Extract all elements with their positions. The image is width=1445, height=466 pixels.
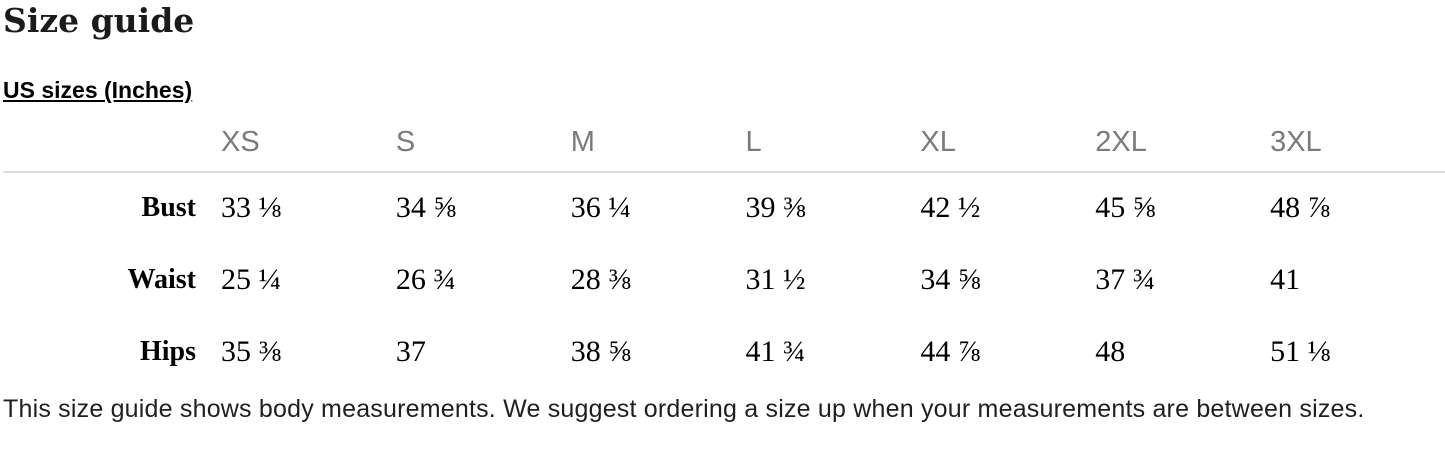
column-header-3xl: 3XL xyxy=(1270,113,1445,173)
cell-waist-m: 28 ⅜ xyxy=(570,262,631,296)
cell-hips-l: 41 ¾ xyxy=(745,334,806,368)
row-label-hips: Hips xyxy=(139,335,196,367)
cell-bust-xl: 42 ½ xyxy=(920,191,981,225)
cell-hips-xs: 35 ⅜ xyxy=(221,334,281,368)
column-header-s: S xyxy=(395,113,571,173)
table-row-waist: Waist 25 ¼ 26 ¾ 28 ⅜ 31 ½ 34 ⅝ 37 ¾ 41 xyxy=(3,244,1445,316)
cell-bust-l: 39 ⅜ xyxy=(745,191,806,225)
cell-hips-3xl: 51 ⅛ xyxy=(1270,334,1331,368)
column-header-2xl: 2XL xyxy=(1095,113,1271,173)
size-table-corner-cell xyxy=(3,113,221,173)
cell-hips-2xl: 48 xyxy=(1095,334,1126,368)
cell-bust-m: 36 ¼ xyxy=(570,191,631,225)
row-label-waist: Waist xyxy=(127,263,196,295)
page-title: Size guide xyxy=(3,1,195,40)
cell-hips-s: 37 xyxy=(395,334,426,368)
size-table: XS S M L XL 2XL 3XL Bust 33 ⅛ 34 ⅝ 36 ¼ … xyxy=(3,113,1445,388)
column-header-m: M xyxy=(570,113,746,173)
cell-bust-xs: 33 ⅛ xyxy=(221,191,281,225)
section-heading-us-sizes: US sizes (Inches) xyxy=(3,76,193,103)
size-guide-page: Size guide US sizes (Inches) XS S M L XL… xyxy=(3,1,1445,423)
cell-waist-l: 31 ½ xyxy=(745,262,806,296)
cell-waist-s: 26 ¾ xyxy=(395,262,456,296)
column-header-xl: XL xyxy=(920,113,1096,173)
cell-waist-3xl: 41 xyxy=(1270,262,1301,296)
cell-bust-3xl: 48 ⅞ xyxy=(1270,191,1331,225)
cell-waist-xs: 25 ¼ xyxy=(221,262,281,296)
cell-hips-xl: 44 ⅞ xyxy=(920,334,981,368)
column-header-xs: XS xyxy=(221,113,396,173)
table-row-bust: Bust 33 ⅛ 34 ⅝ 36 ¼ 39 ⅜ 42 ½ 45 ⅝ 48 ⅞ xyxy=(3,172,1445,244)
cell-bust-s: 34 ⅝ xyxy=(395,191,456,225)
row-label-bust: Bust xyxy=(141,192,196,224)
cell-waist-xl: 34 ⅝ xyxy=(920,262,981,296)
cell-hips-m: 38 ⅝ xyxy=(570,334,631,368)
size-table-header-row: XS S M L XL 2XL 3XL xyxy=(3,113,1445,173)
table-row-hips: Hips 35 ⅜ 37 38 ⅝ 41 ¾ 44 ⅞ 48 51 ⅛ xyxy=(3,316,1445,388)
footer-note: This size guide shows body measurements.… xyxy=(3,394,1365,423)
cell-waist-2xl: 37 ¾ xyxy=(1095,262,1156,296)
cell-bust-2xl: 45 ⅝ xyxy=(1095,191,1156,225)
column-header-l: L xyxy=(745,113,921,173)
